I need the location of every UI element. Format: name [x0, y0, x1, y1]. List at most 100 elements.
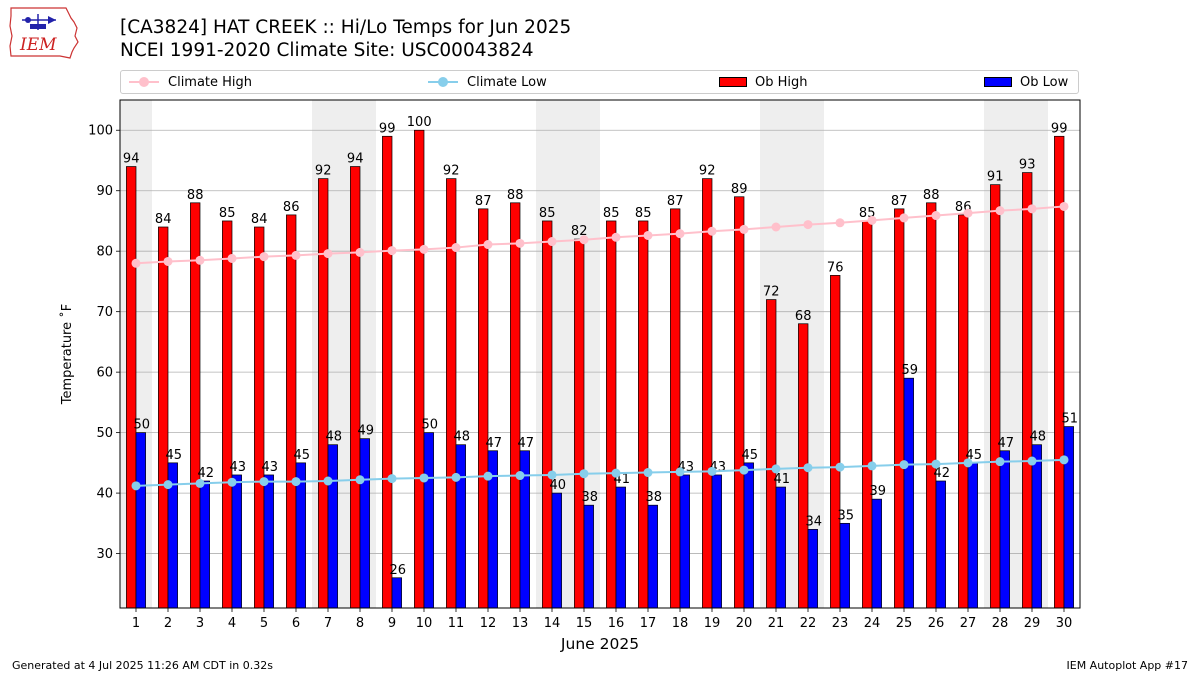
y-tick-label-40: 40	[96, 487, 113, 502]
label-ob-high-18: 87	[667, 194, 684, 209]
point-climate-high-23	[835, 218, 845, 228]
point-climate-high-2	[163, 256, 173, 266]
y-axis-label: Temperature ˚F	[59, 304, 75, 405]
point-climate-high-7	[323, 249, 333, 259]
y-tick-label-60: 60	[96, 366, 113, 381]
label-ob-low-12: 47	[486, 436, 503, 451]
label-ob-low-24: 39	[870, 484, 887, 499]
x-tick-label-9: 9	[388, 616, 396, 631]
label-ob-low-13: 47	[518, 436, 535, 451]
bar-ob-low-17	[647, 504, 658, 609]
label-ob-low-26: 42	[934, 466, 951, 481]
x-tick-label-5: 5	[260, 616, 268, 631]
x-tick-label-27: 27	[960, 616, 977, 631]
x-tick-label-24: 24	[864, 616, 881, 631]
bar-ob-high-26	[926, 202, 937, 609]
legend-label-climate-low: Climate Low	[467, 74, 547, 90]
point-climate-low-22	[803, 463, 813, 473]
x-axis-label: June 2025	[560, 635, 639, 653]
point-climate-high-26	[931, 211, 941, 221]
point-climate-low-11	[451, 472, 461, 482]
point-climate-low-18	[675, 467, 685, 477]
bar-ob-high-16	[606, 220, 617, 609]
point-climate-low-15	[579, 469, 589, 479]
bar-ob-low-21	[775, 486, 786, 609]
label-ob-high-22: 68	[795, 309, 812, 324]
point-climate-low-23	[835, 462, 845, 472]
x-tick-label-10: 10	[416, 616, 433, 631]
bar-ob-high-19	[702, 178, 713, 609]
app-label: IEM Autoplot App #17	[1066, 659, 1189, 672]
point-climate-high-10	[419, 244, 429, 254]
label-ob-high-14: 85	[539, 206, 556, 221]
bar-ob-low-1	[135, 432, 146, 609]
x-tick-label-18: 18	[672, 616, 689, 631]
bar-ob-low-8	[359, 438, 370, 609]
bar-ob-low-7	[327, 444, 338, 609]
x-tick-label-21: 21	[768, 616, 785, 631]
label-ob-high-19: 92	[699, 164, 716, 179]
point-climate-high-12	[483, 240, 493, 250]
legend-label-ob-high: Ob High	[755, 74, 808, 90]
label-ob-low-21: 41	[774, 472, 791, 487]
label-ob-high-1: 94	[123, 152, 140, 167]
point-climate-high-1	[131, 258, 141, 268]
x-tick-label-13: 13	[512, 616, 529, 631]
x-tick-label-20: 20	[736, 616, 753, 631]
x-tick-label-22: 22	[800, 616, 817, 631]
x-tick-label-11: 11	[448, 616, 465, 631]
x-tick-label-2: 2	[164, 616, 172, 631]
y-tick-label-90: 90	[96, 184, 113, 199]
point-climate-high-22	[803, 220, 813, 230]
label-ob-high-17: 85	[635, 206, 652, 221]
svg-text:IEM: IEM	[19, 35, 57, 55]
label-ob-high-3: 88	[187, 188, 204, 203]
label-ob-high-16: 85	[603, 206, 620, 221]
point-climate-low-29	[1027, 456, 1037, 466]
point-climate-high-11	[451, 243, 461, 253]
point-climate-low-12	[483, 471, 493, 481]
label-ob-high-7: 92	[315, 164, 332, 179]
legend-label-ob-low: Ob Low	[1020, 74, 1069, 90]
bar-ob-low-19	[711, 474, 722, 609]
bar-ob-low-11	[455, 444, 466, 609]
label-ob-low-14: 40	[550, 478, 567, 493]
point-climate-low-30	[1059, 455, 1069, 465]
bar-ob-high-28	[990, 184, 1001, 609]
x-tick-label-28: 28	[992, 616, 1009, 631]
point-climate-high-21	[771, 222, 781, 232]
point-climate-high-28	[995, 206, 1005, 216]
bar-ob-low-15	[583, 504, 594, 609]
label-ob-low-20: 45	[742, 448, 759, 463]
x-tick-label-26: 26	[928, 616, 945, 631]
legend-item-climate-high: Climate High	[129, 71, 252, 93]
legend-item-climate-low: Climate Low	[428, 71, 547, 93]
label-ob-low-7: 48	[326, 430, 343, 445]
label-ob-high-9: 99	[379, 121, 396, 136]
label-ob-high-8: 94	[347, 152, 364, 167]
plot-frame	[119, 99, 1081, 609]
label-ob-low-29: 48	[1030, 430, 1047, 445]
point-climate-low-28	[995, 457, 1005, 467]
bar-ob-high-29	[1022, 172, 1033, 609]
point-climate-low-26	[931, 459, 941, 469]
bar-ob-low-27	[967, 462, 978, 609]
bar-ob-low-29	[1031, 444, 1042, 609]
y-tick-label-80: 80	[96, 245, 113, 260]
bar-ob-low-4	[231, 474, 242, 609]
bar-ob-high-10	[414, 129, 425, 609]
bar-ob-high-18	[670, 208, 681, 609]
bar-ob-high-24	[862, 220, 873, 609]
x-tick-label-6: 6	[292, 616, 300, 631]
bar-ob-high-5	[254, 226, 265, 609]
label-ob-low-1: 50	[134, 418, 151, 433]
bar-ob-low-20	[743, 462, 754, 609]
legend-item-ob-high: Ob High	[719, 71, 808, 93]
point-climate-low-4	[227, 477, 237, 487]
point-climate-high-25	[899, 213, 909, 223]
point-climate-high-17	[643, 230, 653, 240]
label-ob-high-11: 92	[443, 164, 460, 179]
bar-ob-high-17	[638, 220, 649, 609]
bar-ob-high-7	[318, 178, 329, 609]
legend-label-climate-high: Climate High	[168, 74, 253, 90]
